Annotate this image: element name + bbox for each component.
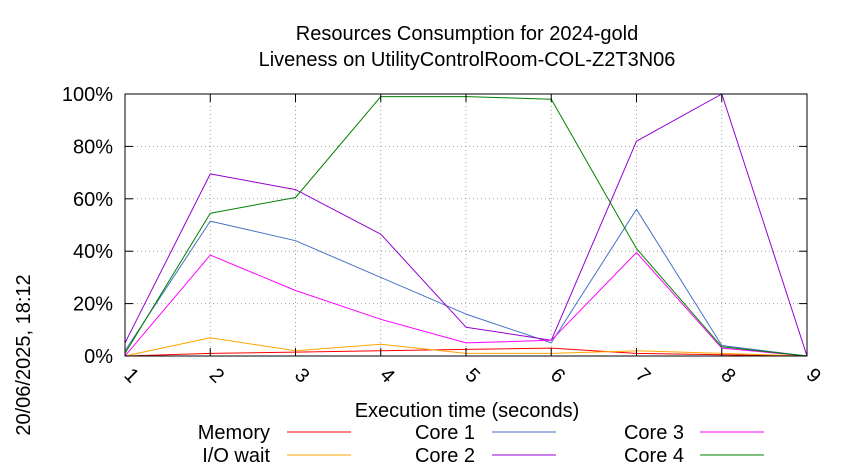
series-lines	[124, 93, 808, 357]
x-tick-label: 9	[802, 364, 825, 387]
x-tick-label: 4	[375, 364, 398, 387]
x-tick-label: 8	[716, 364, 739, 387]
chart-subtitle: Liveness on UtilityControlRoom-COL-Z2T3N…	[259, 49, 676, 71]
x-tick-label: 2	[205, 364, 228, 387]
x-tick-label: 7	[631, 364, 654, 387]
y-tick-label: 60%	[73, 189, 113, 211]
y-axis-ticks: 0% 20% 40% 60% 80% 100%	[62, 84, 807, 368]
legend-label: Core 2	[415, 445, 475, 467]
y-tick-label: 0%	[84, 346, 113, 368]
x-tick-label: 1	[120, 364, 143, 387]
y-tick-label: 40%	[73, 241, 113, 263]
y-tick-label: 100%	[62, 84, 113, 106]
legend-label: Core 1	[415, 422, 475, 444]
legend-label: Core 4	[624, 445, 684, 467]
legend-label: Memory	[198, 422, 270, 444]
legend-label: I/O wait	[202, 445, 270, 467]
series-line-core-3	[124, 252, 808, 357]
x-tick-label: 6	[546, 364, 569, 387]
y-tick-label: 20%	[73, 294, 113, 316]
series-line-core-1	[124, 208, 808, 357]
x-tick-label: 5	[461, 364, 484, 387]
x-tick-label: 3	[290, 364, 313, 387]
y-tick-label: 80%	[73, 136, 113, 158]
chart-title: Resources Consumption for 2024-gold	[296, 23, 638, 45]
x-axis-label: Execution time (seconds)	[355, 400, 580, 422]
legend-label: Core 3	[624, 422, 684, 444]
timestamp-label: 20/06/2025, 18:12	[13, 274, 35, 435]
series-line-core-2	[124, 93, 808, 357]
